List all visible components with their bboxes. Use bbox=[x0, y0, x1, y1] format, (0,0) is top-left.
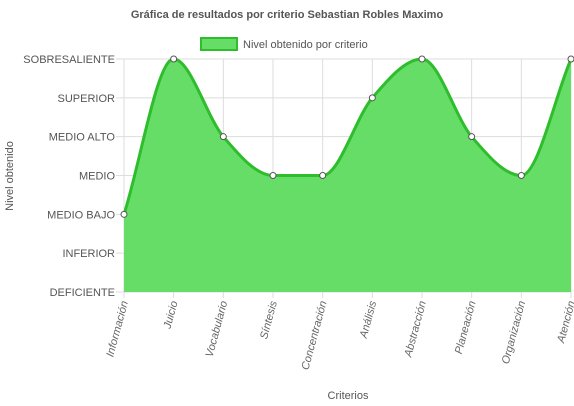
data-point[interactable] bbox=[418, 55, 426, 63]
y-tick-label: SOBRESALIENTE bbox=[23, 54, 115, 66]
legend[interactable]: Nivel obtenido por criterio bbox=[200, 37, 368, 51]
series-area bbox=[122, 57, 573, 292]
data-point[interactable] bbox=[567, 55, 574, 63]
data-points bbox=[120, 55, 574, 218]
data-point[interactable] bbox=[368, 94, 376, 102]
data-point[interactable] bbox=[219, 133, 227, 141]
series-area-fill bbox=[124, 59, 571, 292]
x-tick-labels: Información Juicio Vocabulario Síntesis Conc… bbox=[104, 299, 574, 371]
data-point[interactable] bbox=[319, 172, 327, 179]
x-tick-label: Síntesis bbox=[258, 299, 280, 340]
data-point[interactable] bbox=[120, 210, 128, 218]
x-tick-label: Concentración bbox=[300, 300, 330, 372]
data-point[interactable] bbox=[170, 55, 178, 63]
legend-swatch bbox=[200, 37, 238, 51]
y-tick-label: DEFICIENTE bbox=[50, 287, 115, 299]
x-tick-label: Planeación bbox=[453, 300, 479, 356]
x-tick-label: Organización bbox=[500, 300, 528, 366]
y-tick-label: MEDIO BAJO bbox=[47, 209, 115, 221]
data-point[interactable] bbox=[468, 133, 476, 141]
series-line bbox=[122, 57, 573, 215]
x-tick-label: Vocabulario bbox=[204, 300, 231, 359]
data-point[interactable] bbox=[517, 172, 525, 179]
chart-title: Gráfica de resultados por criterio Sebas… bbox=[131, 9, 444, 21]
y-axis-label: Nivel obtenido bbox=[4, 141, 16, 211]
x-tick-label: Atención bbox=[555, 300, 574, 345]
x-tick-label: Información bbox=[104, 300, 130, 359]
y-tick-label: MEDIO bbox=[79, 171, 116, 183]
y-tick-label: INFERIOR bbox=[62, 248, 115, 260]
legend-label: Nivel obtenido por criterio bbox=[243, 39, 368, 51]
x-axis-label: Criterios bbox=[328, 390, 369, 402]
y-tick-label: SUPERIOR bbox=[58, 93, 116, 105]
y-tick-labels: DEFICIENTE INFERIOR MEDIO BAJO MEDIO MEDIO A… bbox=[23, 54, 115, 299]
x-tick-label: Abstracción bbox=[402, 300, 429, 360]
x-tick-label: Juicio bbox=[161, 300, 180, 331]
data-point[interactable] bbox=[269, 172, 277, 179]
y-tick-label: MEDIO ALTO bbox=[49, 132, 116, 144]
x-tick-label: Análisis bbox=[358, 299, 380, 340]
